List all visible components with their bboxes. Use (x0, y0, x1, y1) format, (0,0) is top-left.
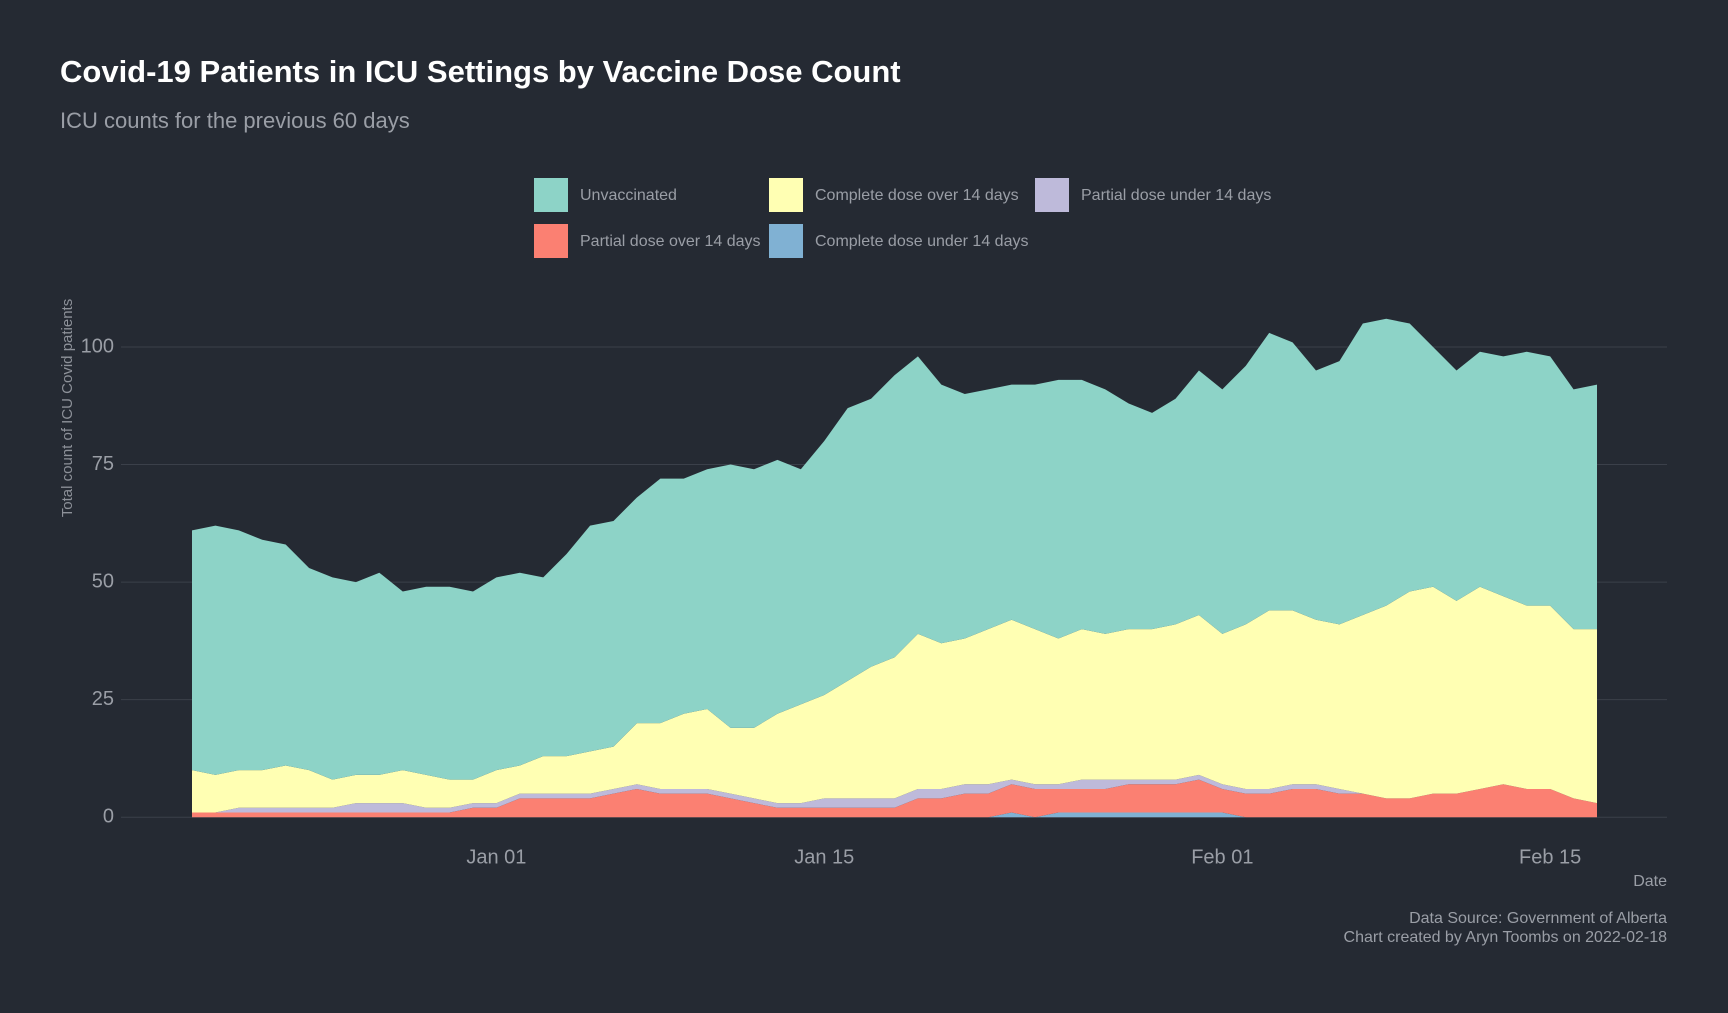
x-tick-label: Feb 15 (1519, 846, 1581, 868)
y-tick-label: 75 (92, 453, 114, 475)
caption: Data Source: Government of Alberta (1409, 910, 1667, 927)
area (192, 779, 1597, 818)
x-tick-label: Jan 15 (794, 846, 854, 868)
chart-subtitle: ICU counts for the previous 60 days (60, 108, 410, 133)
area (192, 318, 1597, 780)
y-tick-label: 50 (92, 570, 114, 592)
legend-swatch (769, 178, 803, 212)
y-tick-label: 25 (92, 688, 114, 710)
area (192, 774, 1597, 813)
legend-label: Unvaccinated (580, 187, 677, 204)
legend-swatch (769, 224, 803, 258)
legend-swatch (534, 224, 568, 258)
legend-label: Partial dose under 14 days (1081, 187, 1271, 204)
x-axis-title: Date (1633, 873, 1667, 890)
legend-swatch (1035, 178, 1069, 212)
legend-label: Partial dose over 14 days (580, 233, 761, 250)
legend-label: Complete dose over 14 days (815, 187, 1019, 204)
y-axis-title: Total count of ICU Covid patients (59, 299, 76, 517)
legend-swatch (534, 178, 568, 212)
y-tick-label: 0 (103, 805, 114, 827)
caption: Chart created by Aryn Toombs on 2022-02-… (1344, 929, 1668, 946)
legend-label: Complete dose under 14 days (815, 233, 1028, 250)
y-tick-label: 100 (81, 335, 114, 357)
x-tick-label: Jan 01 (466, 846, 526, 868)
chart-title: Covid-19 Patients in ICU Settings by Vac… (60, 54, 901, 89)
x-tick-label: Feb 01 (1191, 846, 1253, 868)
